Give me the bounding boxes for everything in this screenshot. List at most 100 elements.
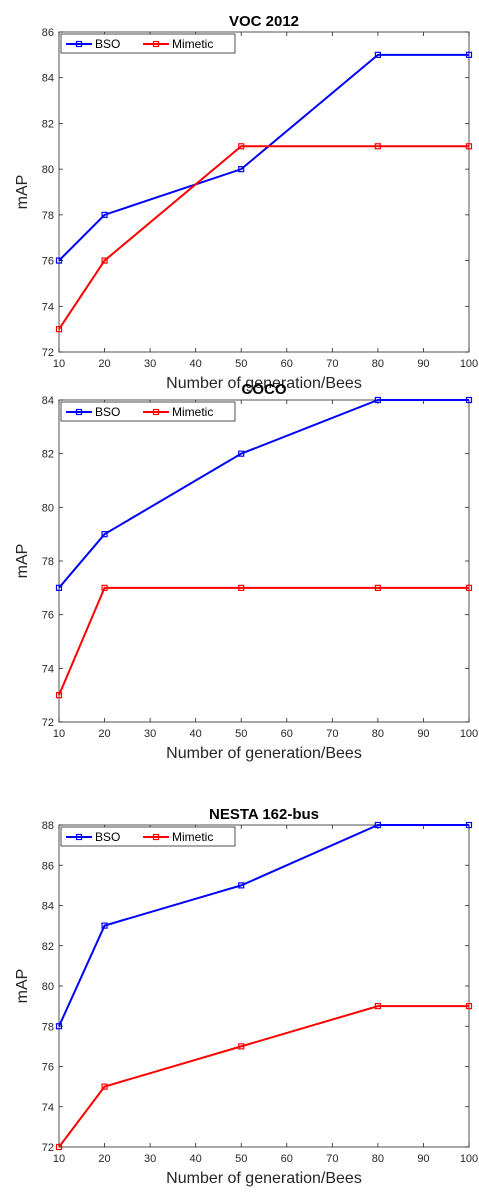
data-point-bso xyxy=(465,51,473,58)
legend-marker-mimetic xyxy=(152,40,160,48)
legend-marker-bso xyxy=(75,408,83,416)
series-line-mimetic xyxy=(58,145,469,330)
data-point-mimetic xyxy=(55,326,63,333)
data-point-mimetic xyxy=(55,692,63,699)
data-point-mimetic xyxy=(238,1043,245,1050)
x-tick-label: 60 xyxy=(281,1153,293,1165)
legend-label-mimetic: Mimetic xyxy=(172,830,213,844)
y-tick-label: 72 xyxy=(42,1142,54,1154)
data-point-bso xyxy=(101,211,108,218)
y-tick-label: 88 xyxy=(42,820,54,832)
data-point-mimetic xyxy=(374,143,381,150)
y-tick-label: 86 xyxy=(42,860,54,872)
x-tick-label: 40 xyxy=(190,728,202,740)
x-tick-label: 60 xyxy=(281,358,293,370)
data-point-mimetic xyxy=(101,584,108,591)
x-tick-label: 90 xyxy=(417,358,429,370)
x-tick-label: 10 xyxy=(53,358,65,370)
series-line-bso xyxy=(58,824,469,1027)
y-axis-label: mAP xyxy=(14,969,31,1004)
data-point-bso xyxy=(55,584,63,591)
chart-title: VOC 2012 xyxy=(229,13,299,30)
data-point-bso xyxy=(374,51,381,58)
plot-area-frame xyxy=(58,824,470,1148)
x-tick-label: 30 xyxy=(144,1153,156,1165)
legend: BSO Mimetic xyxy=(60,33,236,54)
x-tick-label: 80 xyxy=(372,358,384,370)
y-tick-label: 72 xyxy=(42,347,54,359)
x-tick-label: 40 xyxy=(190,358,202,370)
legend-marker-mimetic xyxy=(152,833,160,841)
legend-label-bso: BSO xyxy=(95,405,120,419)
data-point-bso xyxy=(101,531,108,538)
y-tick-label: 80 xyxy=(42,164,54,176)
y-tick-label: 82 xyxy=(42,449,54,461)
y-tick-label: 78 xyxy=(42,556,54,568)
y-tick-label: 72 xyxy=(42,717,54,729)
y-tick-label: 80 xyxy=(42,981,54,993)
y-axis-label: mAP xyxy=(14,175,31,210)
data-point-mimetic xyxy=(465,584,473,591)
plot-area-frame xyxy=(58,399,470,723)
data-point-bso xyxy=(55,257,63,264)
data-point-mimetic xyxy=(374,1003,381,1010)
data-point-bso xyxy=(55,1023,63,1030)
legend-label-mimetic: Mimetic xyxy=(172,37,213,51)
legend: BSO Mimetic xyxy=(60,826,236,847)
legend-label-bso: BSO xyxy=(95,830,120,844)
legend-label-bso: BSO xyxy=(95,37,120,51)
x-tick-label: 20 xyxy=(98,1153,110,1165)
data-point-mimetic xyxy=(465,1003,473,1010)
series-line-bso xyxy=(58,399,469,589)
plot-area-frame xyxy=(58,31,470,353)
x-tick-label: 30 xyxy=(144,728,156,740)
legend-marker-bso xyxy=(75,833,83,841)
data-point-bso xyxy=(374,821,381,829)
data-point-mimetic xyxy=(101,257,108,264)
legend-label-mimetic: Mimetic xyxy=(172,405,213,419)
x-tick-label: 90 xyxy=(417,1153,429,1165)
data-point-bso xyxy=(238,450,245,457)
chart-panel-1: 10 20 30 40 50 60 70 80 90 100 72 74 76 78 80 82 84 86 VOC… xyxy=(14,13,478,392)
data-point-bso xyxy=(238,166,245,173)
x-tick-label: 90 xyxy=(417,728,429,740)
x-tick-label: 10 xyxy=(53,1153,65,1165)
y-tick-label: 84 xyxy=(42,901,54,913)
legend-marker-mimetic xyxy=(152,408,160,416)
data-point-mimetic xyxy=(465,143,473,150)
data-point-mimetic xyxy=(238,143,245,150)
y-tick-label: 76 xyxy=(42,610,54,622)
chart-panel-3: 10 20 30 40 50 60 70 80 90 100 72 74 76 78 80 82 84 86 88 N… xyxy=(14,806,478,1187)
x-tick-label: 100 xyxy=(460,358,478,370)
series-line-bso xyxy=(58,53,469,262)
x-tick-label: 50 xyxy=(235,358,247,370)
x-tick-label: 70 xyxy=(326,728,338,740)
series-line-mimetic xyxy=(58,586,469,696)
y-tick-label: 82 xyxy=(42,118,54,130)
data-point-bso xyxy=(238,882,245,889)
y-tick-label: 74 xyxy=(42,663,54,675)
y-tick-label: 76 xyxy=(42,1062,54,1074)
x-tick-label: 40 xyxy=(190,1153,202,1165)
legend-marker-bso xyxy=(75,40,83,48)
x-axis-label: Number of generation/Bees xyxy=(166,375,362,392)
data-point-bso xyxy=(101,922,108,929)
x-tick-label: 70 xyxy=(326,358,338,370)
x-axis-label: Number of generation/Bees xyxy=(166,745,362,762)
chart-title: COCO xyxy=(242,381,287,398)
y-tick-label: 84 xyxy=(42,395,54,407)
x-tick-label: 60 xyxy=(281,728,293,740)
data-point-bso xyxy=(465,396,473,404)
x-tick-label: 80 xyxy=(372,1153,384,1165)
x-tick-label: 70 xyxy=(326,1153,338,1165)
x-axis-label: Number of generation/Bees xyxy=(166,1170,362,1187)
y-tick-label: 78 xyxy=(42,210,54,222)
data-point-mimetic xyxy=(101,1083,108,1090)
data-point-bso xyxy=(465,821,473,829)
x-tick-label: 100 xyxy=(460,1153,478,1165)
y-axis-label: mAP xyxy=(14,544,31,579)
y-tick-label: 80 xyxy=(42,502,54,514)
y-tick-label: 74 xyxy=(42,1102,54,1114)
data-point-bso xyxy=(374,396,381,404)
